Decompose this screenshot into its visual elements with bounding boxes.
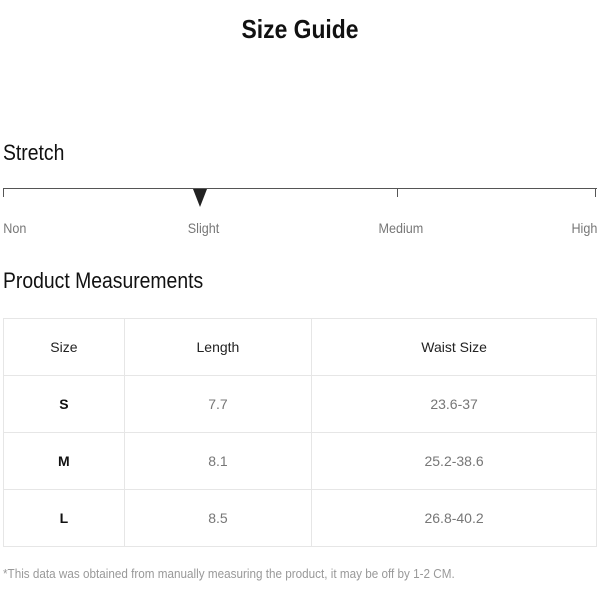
column-header: Length <box>123 318 313 376</box>
table-row: M 8.1 25.2-38.6 <box>3 432 597 490</box>
size-cell: L <box>3 489 125 547</box>
size-cell: S <box>3 375 125 433</box>
stretch-indicator-icon <box>193 189 207 207</box>
waist-cell: 23.6-37 <box>311 375 597 433</box>
stretch-label-medium: Medium <box>378 220 424 236</box>
waist-cell: 26.8-40.2 <box>311 489 597 547</box>
column-header: Waist Size <box>311 318 597 376</box>
column-header: Size <box>3 318 125 376</box>
measurements-table: Size Length Waist Size S 7.7 23.6-37 M 8… <box>3 318 597 547</box>
stretch-label-high: High <box>571 220 598 236</box>
size-cell: M <box>3 432 125 490</box>
table-row: S 7.7 23.6-37 <box>3 375 597 433</box>
measurements-heading: Product Measurements <box>3 268 204 293</box>
length-cell: 8.5 <box>123 489 313 547</box>
page-title: Size Guide <box>241 14 359 44</box>
scale-tick <box>595 188 596 197</box>
table-header-row: Size Length Waist Size <box>3 318 597 376</box>
scale-tick <box>3 188 4 197</box>
table-row: L 8.5 26.8-40.2 <box>3 489 597 547</box>
scale-tick <box>397 188 398 197</box>
disclaimer-note: *This data was obtained from manually me… <box>3 566 455 581</box>
length-cell: 7.7 <box>123 375 313 433</box>
stretch-scale-bar <box>3 188 597 189</box>
length-cell: 8.1 <box>123 432 313 490</box>
stretch-label-slight: Slight <box>187 220 220 236</box>
stretch-label-non: Non <box>3 220 27 236</box>
stretch-heading: Stretch <box>3 140 65 165</box>
waist-cell: 25.2-38.6 <box>311 432 597 490</box>
